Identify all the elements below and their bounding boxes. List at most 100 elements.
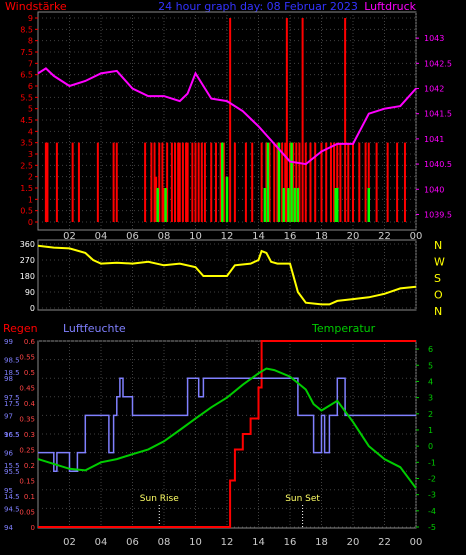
temperature-tick-label: -5 [428,523,436,532]
humidity-tick-label: 97 [4,412,13,420]
wind-tick-label: 0 [28,218,33,227]
rain-tick-label: 0.4 [24,400,36,408]
humidity-tick-label: 94 [4,524,13,532]
temperature-tick-label: 1 [428,426,433,435]
sun-rise-label: Sun Rise [140,494,179,504]
wind-tick-label: 2 [28,173,33,182]
graph-date-title: 24 hour graph day: 08 Februar 2023 [158,0,358,13]
rain-tick-label: 0.5 [24,369,35,377]
rain-tick-label: 0.25 [19,447,35,455]
x-tick-label: 12 [221,231,234,242]
rain-line [38,340,416,528]
x-tick-label: 16 [284,537,297,548]
wind-tick-label: 8 [28,37,33,46]
pressure-tick-label: 1041 [424,135,444,144]
rain-humidity-temperature-panel: 94 94.5 95 95.5 96 96.5 97 97.5 98 98.5 99 14.5 15.5… [4,338,436,548]
temperature-tick-label: -3 [428,491,436,500]
temperature-tick-label: 4 [428,377,433,386]
compass-letter: N [434,239,442,252]
wind-tick-label: 6 [28,82,33,91]
temperature-axis-title: Temperatur [311,322,376,335]
secondary-tick-label: 16.5 [4,431,20,439]
x-tick-label: 18 [315,231,328,242]
pressure-line [37,67,417,166]
direction-tick-label: 90 [25,288,35,297]
wind-tick-label: 9 [28,14,33,23]
rain-tick-label: 0.2 [24,462,35,470]
pressure-tick-label: 1040 [424,185,444,194]
x-tick-label: 14 [252,231,265,242]
humidity-tick-label: 97.5 [4,394,20,402]
rain-tick-label: 0.15 [19,478,35,486]
x-tick-label: 08 [158,537,171,548]
x-tick-label: 20 [347,537,360,548]
x-tick-label: 18 [315,537,328,548]
x-tick-label: 20 [347,231,360,242]
x-tick-label: 10 [189,231,202,242]
sun-set-label: Sun Set [285,494,320,504]
direction-tick-label: 270 [20,256,35,265]
compass-letter: O [434,289,443,302]
pressure-tick-label: 1042.5 [424,59,452,68]
temperature-tick-label: -4 [428,507,436,516]
x-tick-label: 00 [410,231,423,242]
wind-tick-label: 1 [28,195,33,204]
secondary-tick-label: 14.5 [4,493,20,501]
temperature-line [37,367,417,489]
humidity-line [38,377,416,472]
pressure-axis-title: Luftdruck [364,0,416,13]
direction-tick-label: 180 [20,272,35,281]
x-tick-label: 22 [378,231,391,242]
x-tick-label: 06 [126,537,139,548]
wind-tick-label: 6.5 [20,71,33,80]
direction-tick-label: 0 [30,304,35,313]
humidity-tick-label: 95.5 [4,468,20,476]
rain-axis-title: Regen [3,322,38,335]
rain-tick-label: 0 [31,524,35,532]
pressure-tick-label: 1039.5 [424,210,452,219]
direction-tick-label: 360 [20,240,35,249]
x-tick-label: 14 [252,537,265,548]
x-tick-label: 00 [410,537,423,548]
humidity-tick-label: 96 [4,450,13,458]
x-tick-label: 10 [189,537,202,548]
humidity-tick-label: 94.5 [4,505,20,513]
humidity-tick-label: 99 [4,338,13,346]
x-tick-label: 04 [95,231,108,242]
rain-tick-label: 0.3 [24,431,35,439]
wind-tick-label: 0.5 [20,207,33,216]
wind-tick-label: 2.5 [20,161,33,170]
pressure-tick-label: 1041.5 [424,110,452,119]
temperature-tick-label: -2 [428,474,436,483]
x-tick-label: 06 [126,231,139,242]
wind-tick-label: 4 [28,127,33,136]
temperature-tick-label: 2 [428,410,433,419]
rain-tick-label: 0.05 [19,509,35,517]
humidity-tick-label: 96.5 [4,431,20,439]
secondary-tick-label: 18.5 [4,369,20,377]
rain-tick-label: 0.6 [24,338,36,346]
wind-tick-label: 5.5 [20,93,33,102]
x-tick-label: 08 [158,231,171,242]
secondary-tick-label: 17.5 [4,400,20,408]
pressure-tick-label: 1043 [424,34,444,43]
rain-tick-label: 0.55 [19,354,35,362]
temperature-tick-label: 0 [428,442,433,451]
temperature-tick-label: 3 [428,394,433,403]
x-tick-label: 22 [378,537,391,548]
x-tick-label: 02 [63,231,76,242]
wind-tick-label: 8.5 [20,25,33,34]
compass-letter: N [434,305,442,318]
compass-letter: W [434,256,445,269]
wind-tick-label: 7.5 [20,48,33,57]
rain-tick-label: 0.45 [19,385,35,393]
wind-axis-title: Windstärke [5,0,67,13]
humidity-axis-title: Luftfeuchte [63,322,126,335]
rain-tick-label: 0.1 [24,493,35,501]
x-tick-label: 12 [221,537,234,548]
secondary-tick-label: 15.5 [4,462,20,470]
temperature-tick-label: 6 [428,345,433,354]
wind-tick-label: 5 [28,105,33,114]
wind-tick-label: 1.5 [20,184,33,193]
